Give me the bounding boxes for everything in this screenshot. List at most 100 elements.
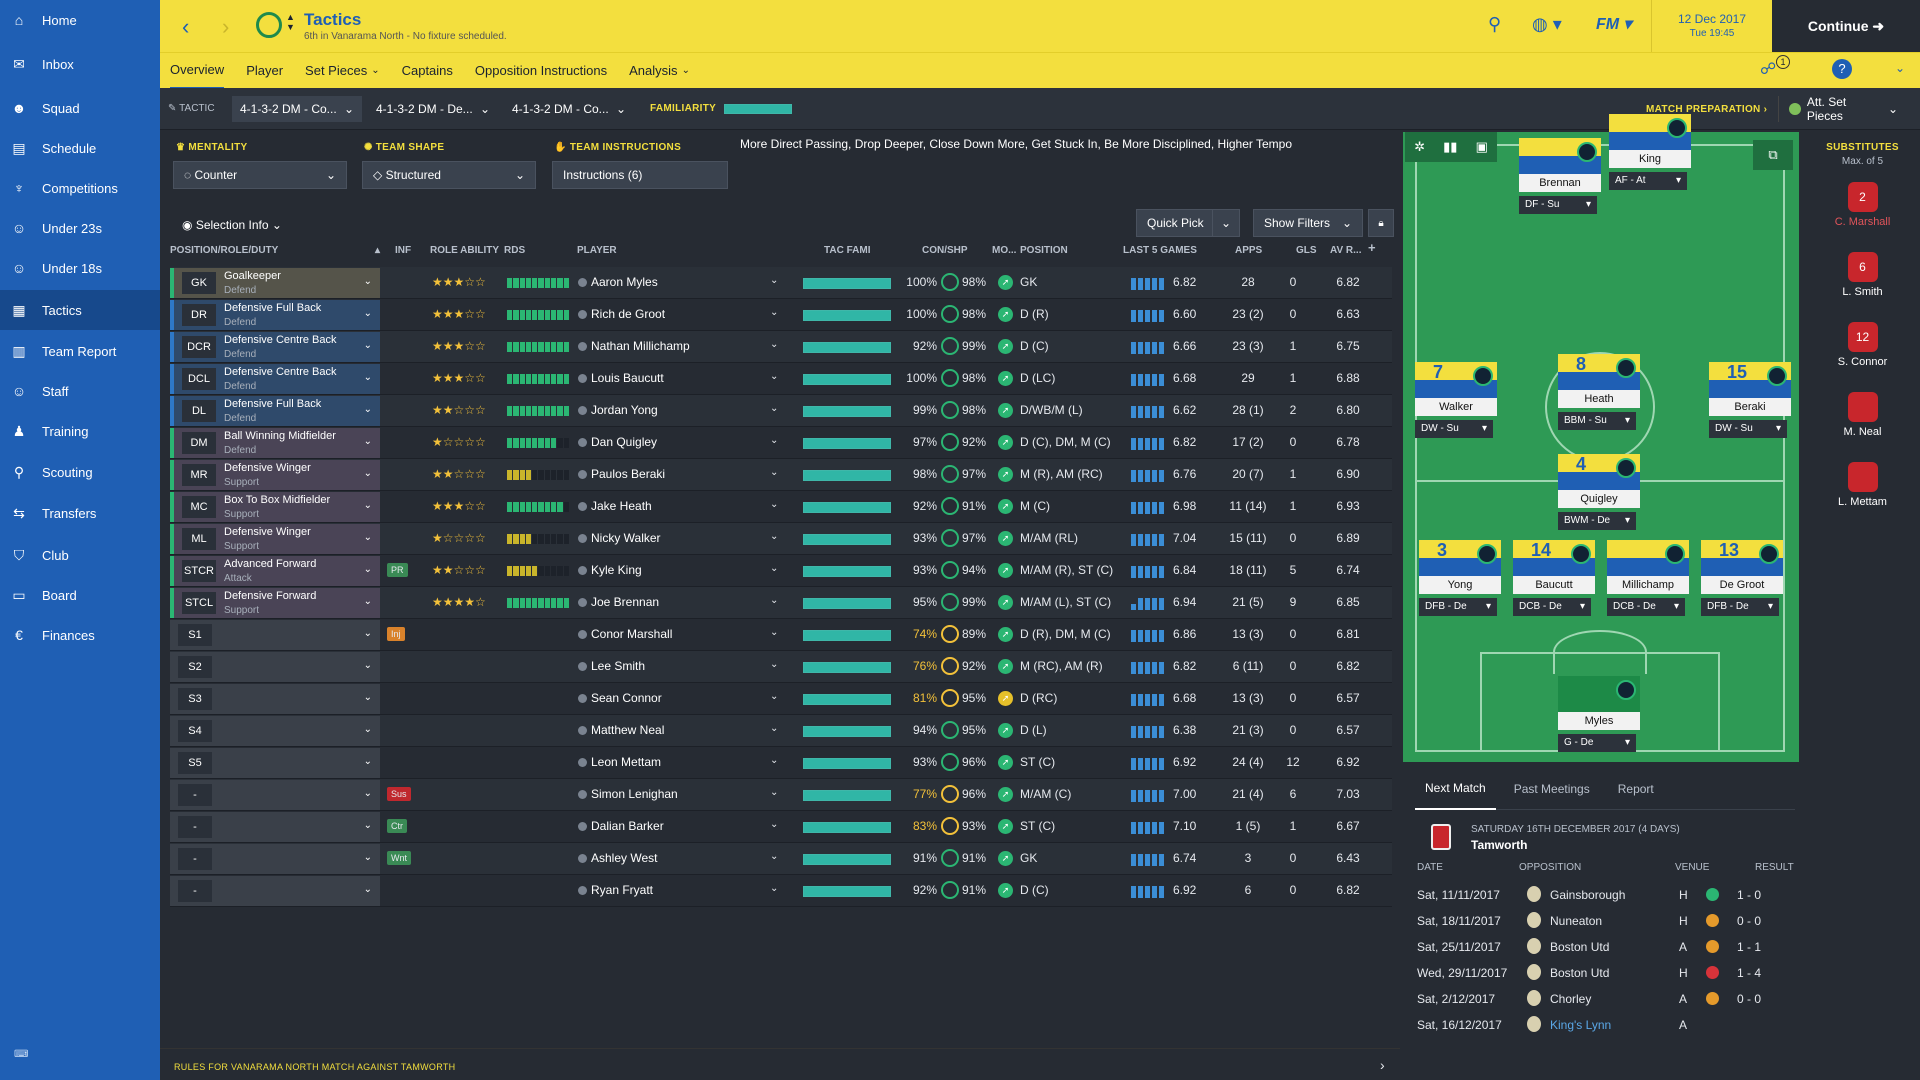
position-selector[interactable]: - ⌄ (170, 876, 380, 906)
back-icon[interactable]: ‹ (182, 14, 190, 39)
att-set-pieces-dropdown[interactable]: Att. Set Pieces ⌄ (1778, 95, 1898, 123)
chevron-down-icon[interactable]: ⌄ (363, 628, 372, 639)
continue-button[interactable]: Continue ➜ (1772, 0, 1920, 52)
position-selector[interactable]: DM Ball Winning Midfielder Defend ⌄ (170, 428, 380, 458)
sidebar-item-under-18s[interactable]: ☺ Under 18s (0, 248, 160, 288)
fixture-opposition[interactable]: King's Lynn (1550, 1018, 1612, 1032)
col-last-5[interactable]: LAST 5 GAMES (1123, 245, 1197, 256)
tab-analysis[interactable]: Analysis ⌄ (629, 53, 690, 89)
pitch-player-king[interactable]: King AF - At (1609, 114, 1691, 190)
chevron-down-icon[interactable]: ⌄ (363, 724, 372, 735)
player-info-icon[interactable] (578, 566, 587, 575)
table-row[interactable]: STCL Defensive Forward Support ⌄ ★★★★☆ Joe Br… (170, 587, 1392, 619)
fixture-opposition[interactable]: Nuneaton (1550, 914, 1603, 928)
player-info-icon[interactable] (578, 662, 587, 671)
player-name[interactable]: Matthew Neal (591, 723, 665, 737)
fm-menu-button[interactable]: FM ▾ (1596, 16, 1632, 33)
chevron-down-icon[interactable]: ⌄ (363, 596, 372, 607)
fixture-row[interactable]: Sat, 2/12/2017 Chorley A 0 - 0 (1417, 986, 1797, 1012)
position-selector[interactable]: S2 ⌄ (170, 652, 380, 682)
position-selector[interactable]: DCR Defensive Centre Back Defend ⌄ (170, 332, 380, 362)
pitch-player-quigley[interactable]: 4 Quigley BWM - De (1558, 454, 1640, 530)
chevron-down-icon[interactable]: ⌄ (770, 467, 779, 478)
chevron-down-icon[interactable]: ⌄ (363, 852, 372, 863)
player-info-icon[interactable] (578, 630, 587, 639)
col-av-rating[interactable]: AV R... (1330, 245, 1362, 256)
chevron-down-icon[interactable]: ⌄ (770, 563, 779, 574)
chevron-down-icon[interactable]: ⌄ (770, 787, 779, 798)
pitch-player-role[interactable]: DW - Su (1709, 420, 1787, 438)
position-selector[interactable]: STCR Advanced Forward Attack ⌄ (170, 556, 380, 586)
chevron-down-icon[interactable]: ⌄ (770, 819, 779, 830)
sidebar-item-competitions[interactable]: ♆ Competitions (0, 168, 160, 208)
add-column-icon[interactable]: + (1368, 240, 1376, 255)
col-position[interactable]: POSITION/ROLE/DUTY (170, 245, 279, 256)
pitch-player-role[interactable]: DFB - De (1701, 598, 1779, 616)
col-tac-fami[interactable]: TAC FAMI (824, 245, 871, 256)
chevron-down-icon[interactable]: ⌄ (770, 403, 779, 414)
chevron-down-icon[interactable]: ⌄ (770, 531, 779, 542)
player-info-icon[interactable] (578, 694, 587, 703)
sidebar-item-club[interactable]: ⛉ Club (0, 535, 160, 575)
team-instructions-button[interactable]: Instructions (6) (552, 161, 728, 189)
table-row[interactable]: S2 ⌄ Lee Smith ⌄ 76% 92% ➚ M (RC), AM (R) 6.82 6 … (170, 651, 1392, 683)
tab-next-match[interactable]: Next Match (1415, 768, 1496, 810)
chevron-down-icon[interactable]: ⌄ (770, 851, 779, 862)
table-row[interactable]: DCR Defensive Centre Back Defend ⌄ ★★★☆☆ Nath… (170, 331, 1392, 363)
position-selector[interactable]: GK Goalkeeper Defend ⌄ (170, 268, 380, 298)
pitch-player-role[interactable]: AF - At (1609, 172, 1687, 190)
player-info-icon[interactable] (578, 278, 587, 287)
sidebar-item-staff[interactable]: ☺ Staff (0, 371, 160, 411)
position-selector[interactable]: S1 ⌄ (170, 620, 380, 650)
chevron-down-icon[interactable]: ⌄ (770, 435, 779, 446)
pitch-player-role[interactable]: DFB - De (1419, 598, 1497, 616)
chevron-down-icon[interactable]: ⌄ (363, 276, 372, 287)
player-name[interactable]: Dan Quigley (591, 435, 658, 449)
position-selector[interactable]: DL Defensive Full Back Defend ⌄ (170, 396, 380, 426)
player-name[interactable]: Kyle King (591, 563, 642, 577)
player-name[interactable]: Nathan Millichamp (591, 339, 690, 353)
tactic-dropdown-3[interactable]: 4-1-3-2 DM - Co... ⌄ (512, 101, 626, 116)
chevron-down-icon[interactable]: ⌄ (770, 723, 779, 734)
rules-link[interactable]: RULES FOR VANARAMA NORTH MATCH AGAINST T… (174, 1062, 456, 1072)
gear-icon[interactable]: ✲ (1414, 139, 1425, 154)
tactic-dropdown-1[interactable]: 4-1-3-2 DM - Co... ⌄ (232, 95, 362, 122)
table-row[interactable]: - ⌄ Wnt Ashley West ⌄ 91% 91% ➚ GK 6.74 3 0 6.43 (170, 843, 1392, 875)
tab-overview[interactable]: Overview (170, 53, 225, 89)
help-icon[interactable]: ? (1832, 59, 1852, 79)
fixture-row[interactable]: Sat, 25/11/2017 Boston Utd A 1 - 1 (1417, 934, 1797, 960)
chevron-down-icon[interactable]: ⌄ (1895, 61, 1906, 75)
position-selector[interactable]: MC Box To Box Midfielder Support ⌄ (170, 492, 380, 522)
image-icon[interactable]: ▣ (1475, 139, 1488, 154)
col-sort-icon[interactable]: ▴ (375, 245, 381, 256)
chevron-down-icon[interactable]: ⌄ (363, 788, 372, 799)
player-info-icon[interactable] (578, 342, 587, 351)
chevron-down-icon[interactable]: ⌄ (363, 532, 372, 543)
position-selector[interactable]: STCL Defensive Forward Support ⌄ (170, 588, 380, 618)
chevron-down-icon[interactable]: ⌄ (363, 340, 372, 351)
pitch-player-yong[interactable]: 3 Yong DFB - De (1419, 540, 1501, 616)
status-badge[interactable]: Wnt (387, 851, 412, 865)
chevron-down-icon[interactable]: ⌄ (363, 820, 372, 831)
col-gls[interactable]: GLS (1296, 245, 1317, 256)
sidebar-item-inbox[interactable]: ✉ Inbox (0, 44, 160, 84)
substitute-item[interactable]: 2 C. Marshall (1805, 182, 1920, 228)
player-info-icon[interactable] (578, 374, 587, 383)
sidebar-item-schedule[interactable]: ▤ Schedule (0, 128, 160, 168)
table-row[interactable]: - ⌄ Ctr Dalian Barker ⌄ 83% 93% ➚ ST (C) 7.10 1 (5… (170, 811, 1392, 843)
sidebar-item-board[interactable]: ▭ Board (0, 575, 160, 615)
chevron-down-icon[interactable]: ⌄ (770, 307, 779, 318)
sidebar-item-squad[interactable]: ☻ Squad (0, 88, 160, 128)
chevron-down-icon[interactable]: ⌄ (363, 884, 372, 895)
tab-past-meetings[interactable]: Past Meetings (1504, 768, 1600, 810)
substitute-item[interactable]: 6 L. Smith (1805, 252, 1920, 298)
player-name[interactable]: Joe Brennan (591, 595, 660, 609)
chevron-down-icon[interactable]: ⌄ (770, 627, 779, 638)
table-row[interactable]: DL Defensive Full Back Defend ⌄ ★★☆☆☆ Jordan … (170, 395, 1392, 427)
chevron-down-icon[interactable]: ⌄ (770, 691, 779, 702)
substitute-item[interactable]: 12 S. Connor (1805, 322, 1920, 368)
player-info-icon[interactable] (578, 598, 587, 607)
player-info-icon[interactable] (578, 758, 587, 767)
position-selector[interactable]: MR Defensive Winger Support ⌄ (170, 460, 380, 490)
pitch-player-myles[interactable]: Myles G - De (1558, 676, 1640, 752)
